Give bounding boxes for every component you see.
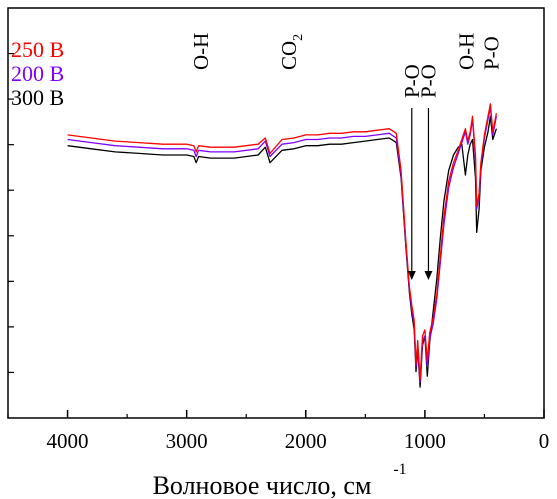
peak-annotation-label: P-O bbox=[416, 64, 440, 98]
legend-entry: 300 В bbox=[11, 85, 64, 110]
x-tick-label: 3000 bbox=[166, 429, 208, 453]
x-axis-title-superscript: -1 bbox=[393, 461, 406, 478]
legend-entry: 200 В bbox=[11, 61, 64, 86]
peak-annotation-label: CO2 bbox=[277, 34, 306, 70]
plot-frame bbox=[7, 7, 545, 419]
x-tick-label: 1000 bbox=[404, 429, 446, 453]
series-line-2 bbox=[67, 106, 498, 384]
x-tick-label: 2000 bbox=[285, 429, 327, 453]
peak-annotation-label: P-O bbox=[480, 36, 504, 70]
peak-annotation-label: O-H bbox=[455, 33, 479, 70]
peak-annotation: P-O bbox=[400, 64, 424, 98]
peak-annotation: CO2 bbox=[277, 34, 306, 70]
peak-annotation-label: P-O bbox=[400, 64, 424, 98]
x-axis-title: Волновое число, см bbox=[153, 471, 372, 499]
x-tick-label: 4000 bbox=[47, 429, 89, 453]
peak-arrow-head bbox=[407, 271, 416, 280]
x-tick-label: 0 bbox=[539, 429, 550, 453]
peak-annotation: O-H bbox=[189, 33, 213, 70]
peak-annotation-label: O-H bbox=[189, 33, 213, 70]
peak-arrow-head bbox=[424, 271, 433, 280]
series-line-1 bbox=[67, 103, 498, 380]
peak-annotation: P-O bbox=[416, 64, 440, 98]
peak-annotation-subscript: 2 bbox=[291, 34, 306, 41]
peak-annotation: P-O bbox=[480, 36, 504, 70]
legend-entry: 250 В bbox=[11, 37, 64, 62]
series-line-3 bbox=[67, 115, 498, 388]
peak-annotation: O-H bbox=[455, 33, 479, 70]
